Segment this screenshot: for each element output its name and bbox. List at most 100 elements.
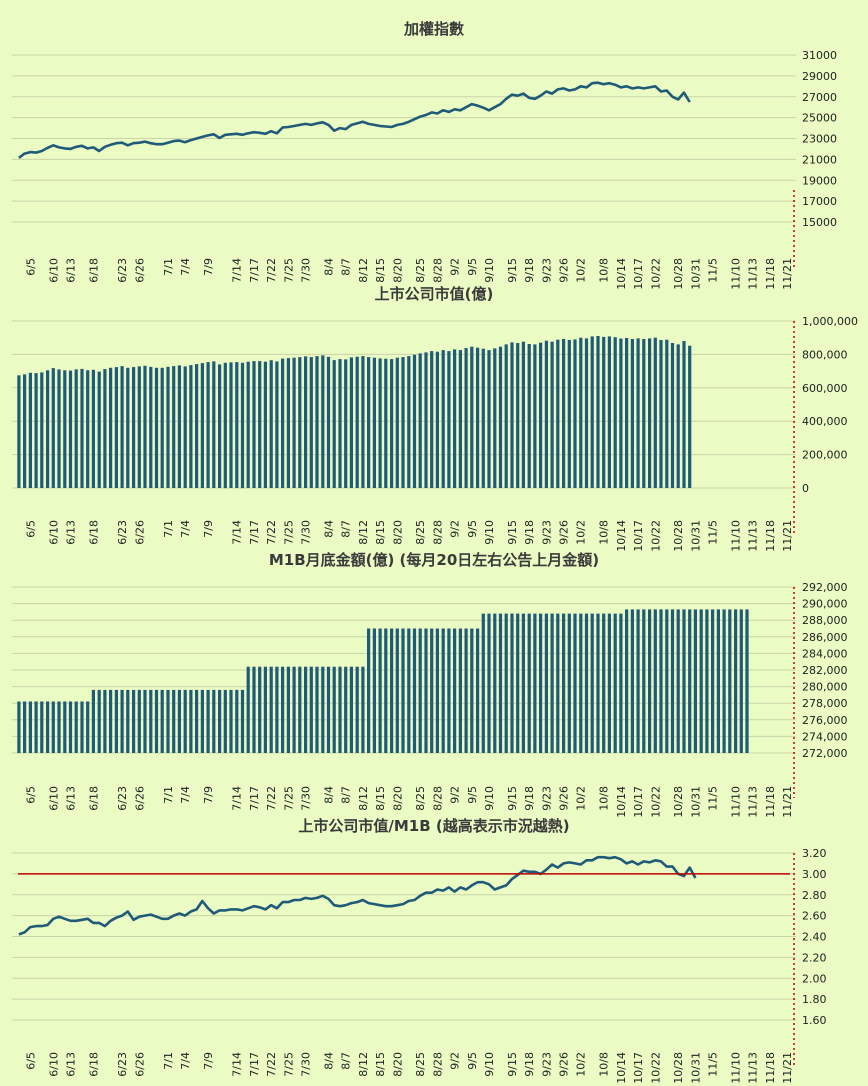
x-tick-label: 7/14 xyxy=(231,1052,244,1077)
bar xyxy=(693,609,697,753)
x-tick-label: 9/23 xyxy=(540,1052,553,1077)
y-tick-label: 2.80 xyxy=(802,889,827,902)
x-tick-label: 11/18 xyxy=(764,786,777,818)
x-tick-label: 8/12 xyxy=(357,1052,370,1077)
x-tick-label: 9/26 xyxy=(558,520,571,545)
x-tick-label: 8/20 xyxy=(391,1052,404,1077)
chart-panel-3: M1B月底金額(億) (每月20日左右公告上月金額) 292,000 290,000… xyxy=(12,551,848,818)
bar xyxy=(298,666,302,753)
x-tick-label: 11/10 xyxy=(730,1052,743,1084)
bar xyxy=(481,348,485,488)
x-tick-label: 8/7 xyxy=(340,258,353,276)
x-tick-label: 6/10 xyxy=(47,520,60,545)
bar xyxy=(97,689,101,753)
bar xyxy=(625,609,629,753)
x-tick-label: 10/14 xyxy=(615,520,628,552)
x-tick-label: 8/4 xyxy=(322,1052,335,1070)
bar xyxy=(476,628,480,753)
bar xyxy=(728,609,732,753)
x-tick-label: 6/10 xyxy=(47,1052,60,1077)
x-tick-label: 7/25 xyxy=(282,786,295,811)
bar xyxy=(246,361,250,488)
x-tick-label: 9/15 xyxy=(506,1052,519,1077)
bar xyxy=(470,628,474,753)
x-tick-label: 6/5 xyxy=(24,786,37,804)
x-tick-label: 10/2 xyxy=(575,520,588,545)
bar xyxy=(372,357,376,488)
bar xyxy=(390,359,394,488)
x-tick-label: 11/5 xyxy=(707,258,720,283)
bar xyxy=(699,609,703,753)
series-line xyxy=(18,81,691,159)
bar xyxy=(590,336,594,488)
bar xyxy=(527,344,531,488)
bar xyxy=(367,628,371,753)
x-tick-label: 9/5 xyxy=(466,258,479,276)
y-tick-label: 23000 xyxy=(802,133,837,146)
bar xyxy=(80,368,84,488)
bar xyxy=(195,689,199,753)
x-tick-label: 8/12 xyxy=(357,258,370,283)
x-tick-label: 6/18 xyxy=(87,258,100,283)
bar xyxy=(355,356,359,488)
bar xyxy=(332,360,336,488)
y-tick-label: 288,000 xyxy=(802,614,848,627)
bar xyxy=(275,361,279,488)
y-tick-label: 2.00 xyxy=(802,972,827,985)
bar xyxy=(177,689,181,753)
bar xyxy=(498,613,503,753)
chart-title: M1B月底金額(億) (每月20日左右公告上月金額) xyxy=(269,551,599,569)
x-tick-label: 7/1 xyxy=(162,258,175,276)
bar xyxy=(338,666,342,753)
x-tick-label: 6/13 xyxy=(64,1052,77,1077)
y-tick-label: 15000 xyxy=(802,216,837,229)
bar xyxy=(441,350,445,488)
x-tick-label: 10/22 xyxy=(649,520,662,552)
bar xyxy=(401,628,405,753)
x-tick-label: 7/30 xyxy=(300,258,313,283)
bar xyxy=(424,628,428,753)
bar xyxy=(286,358,290,488)
bar xyxy=(86,370,90,488)
x-tick-label: 10/28 xyxy=(672,1052,685,1084)
x-tick-label: 7/14 xyxy=(231,786,244,811)
bar xyxy=(63,701,67,753)
bar xyxy=(418,353,422,488)
bar xyxy=(676,344,680,488)
bar xyxy=(177,365,181,488)
x-tick-label: 10/31 xyxy=(689,786,702,818)
bar xyxy=(504,344,508,488)
x-tick-label: 9/5 xyxy=(466,520,479,538)
bar xyxy=(17,701,21,753)
bar xyxy=(349,357,353,488)
x-tick-label: 10/8 xyxy=(598,786,611,811)
bar xyxy=(51,368,55,488)
bar xyxy=(648,609,652,753)
bar xyxy=(143,365,147,488)
bar xyxy=(292,357,296,488)
bar xyxy=(57,701,61,753)
bar xyxy=(395,628,399,753)
bar xyxy=(166,366,170,488)
x-tick-label: 7/25 xyxy=(282,520,295,545)
bar xyxy=(189,365,193,488)
bar xyxy=(240,362,245,489)
bar xyxy=(602,613,606,753)
x-tick-label: 8/28 xyxy=(431,786,444,811)
bar xyxy=(378,358,382,488)
bar xyxy=(263,666,267,753)
x-tick-label: 9/26 xyxy=(558,258,571,283)
x-tick-label: 7/9 xyxy=(202,786,215,804)
bar xyxy=(189,689,193,753)
bar xyxy=(326,666,331,753)
x-tick-label: 11/13 xyxy=(747,258,760,290)
bar xyxy=(516,613,520,753)
x-tick-label: 7/9 xyxy=(202,258,215,276)
bar xyxy=(584,338,589,488)
bar xyxy=(86,701,90,753)
x-tick-label: 10/17 xyxy=(632,1052,645,1084)
bar xyxy=(172,366,176,488)
y-tick-label: 278,000 xyxy=(802,697,848,710)
x-tick-label: 9/23 xyxy=(540,786,553,811)
